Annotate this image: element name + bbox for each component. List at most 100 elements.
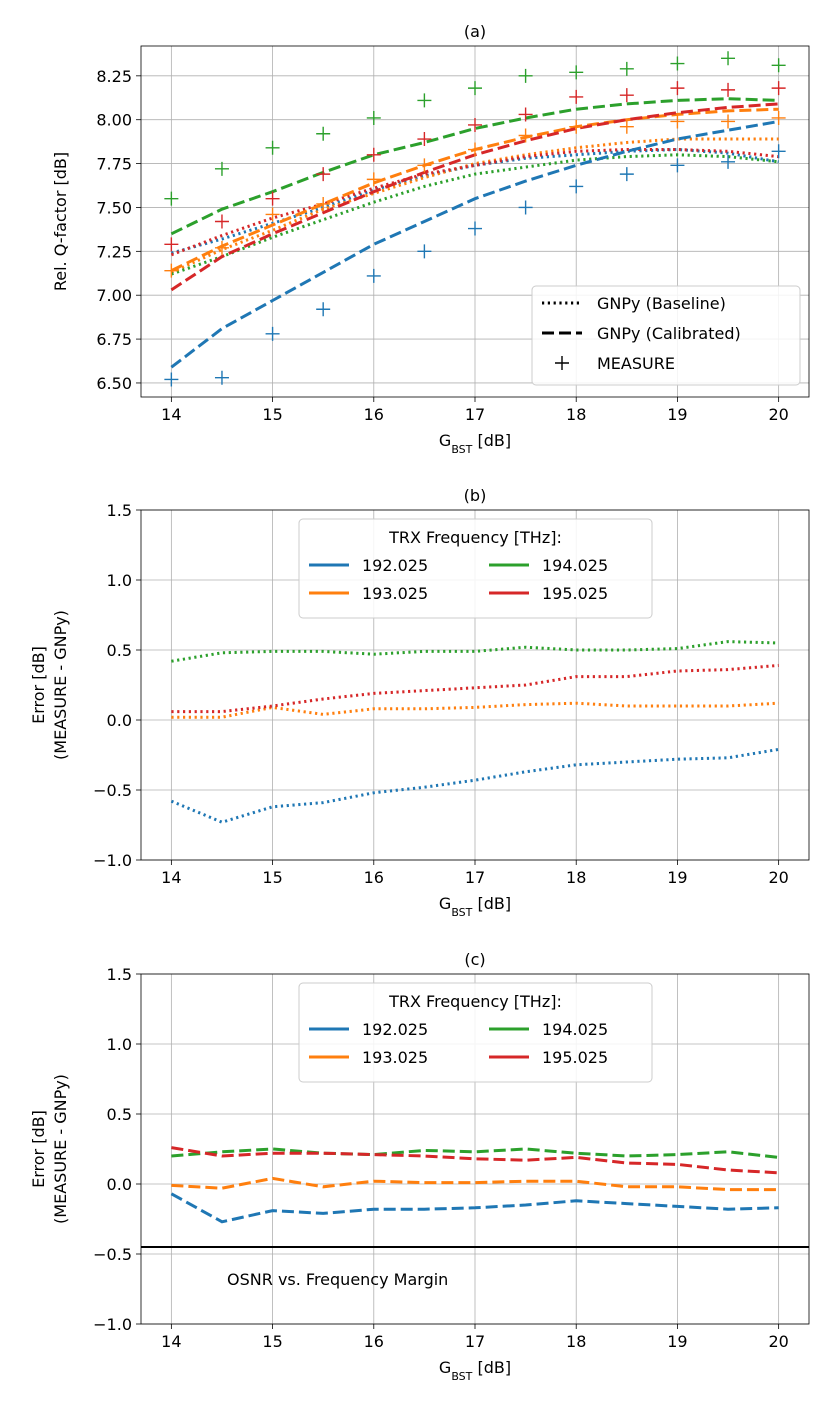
plot-frame — [140, 509, 810, 861]
measure-marker-193.025 — [417, 158, 432, 173]
measure-marker-195.025 — [366, 147, 381, 162]
measure-marker-194.025 — [265, 140, 280, 155]
x-axis-label: GBST [dB] — [439, 1358, 511, 1383]
legend-label-measure: MEASURE — [597, 354, 675, 373]
baseline-line-192.025 — [170, 147, 779, 255]
measure-marker-194.025 — [316, 126, 331, 141]
y-tick-label: −0.5 — [93, 781, 132, 800]
measure-marker-194.025 — [417, 93, 432, 108]
panel-c: 14 15 16 17 18 19 20 −1.0 −0.5 0.0 0.5 1.0 1.5 (c) GBS… — [29, 950, 810, 1383]
x-tick-label: 17 — [465, 1332, 485, 1351]
measure-marker-195.025 — [518, 107, 533, 122]
measure-marker-192.025 — [670, 158, 685, 173]
measure-marker-195.025 — [265, 191, 280, 206]
margin-label: OSNR vs. Frequency Margin — [227, 1270, 448, 1289]
x-tick-label: 18 — [566, 1332, 586, 1351]
measure-marker-194.025 — [214, 161, 229, 176]
x-tick-label: 16 — [364, 868, 384, 887]
measure-marker-193.025 — [771, 110, 786, 125]
x-axis-label-subscript: BST — [451, 443, 472, 456]
panel-b: 14 15 16 17 18 19 20 −1.0 −0.5 0.0 0.5 1.0 1.5 (b) GBS… — [29, 486, 810, 919]
y-tick-label: 0.0 — [107, 711, 132, 730]
y-tick-label: 1.0 — [107, 1035, 132, 1054]
legend: TRX Frequency [THz]: 192.025 193.025 194.02… — [298, 982, 653, 1083]
measure-marker-192.025 — [771, 144, 786, 159]
y-tick-label: 7.50 — [96, 198, 132, 217]
y-tick-label: −1.0 — [93, 851, 132, 870]
x-tick-label: 18 — [566, 868, 586, 887]
x-axis-label-unit: [dB] — [472, 894, 511, 913]
legend-title: TRX Frequency [THz]: — [388, 528, 562, 547]
measure-marker-194.025 — [468, 81, 482, 96]
x-axis-label: GBST [dB] — [439, 894, 511, 919]
measure-marker-194.025 — [670, 56, 685, 71]
x-tick-label: 20 — [768, 868, 788, 887]
measure-marker-193.025 — [316, 196, 331, 211]
x-axis-label-main: G — [439, 431, 451, 450]
x-tick-label: 15 — [262, 868, 282, 887]
x-tick-label: 20 — [768, 405, 788, 424]
calibrated-line-193.025 — [171, 1176, 779, 1192]
measure-marker-193.025 — [619, 119, 634, 134]
measure-marker-195.025 — [468, 117, 482, 132]
legend-label-195.025: 195.025 — [542, 584, 608, 603]
measure-marker-192.025 — [214, 370, 229, 385]
x-tick-label: 20 — [768, 1332, 788, 1351]
x-tick-label: 15 — [262, 1332, 282, 1351]
legend-label-calibrated: GNPy (Calibrated) — [597, 324, 741, 343]
calibrated-line-192.025 — [170, 120, 779, 369]
y-tick-label: −0.5 — [93, 1245, 132, 1264]
measure-marker-193.025 — [518, 128, 533, 143]
chart-title: (a) — [464, 22, 486, 41]
legend-box — [531, 285, 801, 386]
measure-marker-194.025 — [164, 191, 179, 206]
measure-marker-193.025 — [721, 114, 736, 129]
measure-marker-195.025 — [417, 132, 432, 147]
y-axis-label-line2: (MEASURE - GNPy) — [51, 1074, 70, 1224]
measure-marker-193.025 — [164, 263, 179, 278]
calibrated-line-192.025 — [170, 1192, 779, 1224]
x-tick-label: 14 — [161, 405, 181, 424]
measure-marker-194.025 — [366, 110, 381, 125]
measure-marker-194.025 — [569, 65, 584, 80]
y-tick-label: 0.5 — [107, 1105, 132, 1124]
x-tick-label: 14 — [161, 868, 181, 887]
legend-label-192.025: 192.025 — [362, 1020, 428, 1039]
legend-label-195.025: 195.025 — [542, 1048, 608, 1067]
y-tick-label: 0.5 — [107, 641, 132, 660]
measure-marker-195.025 — [619, 88, 634, 103]
x-axis-label-subscript: BST — [451, 906, 472, 919]
legend-label-baseline: GNPy (Baseline) — [597, 294, 726, 313]
legend-label-193.025: 193.025 — [362, 1048, 428, 1067]
measure-marker-192.025 — [518, 200, 533, 215]
y-tick-label: 1.0 — [107, 571, 132, 590]
measure-marker-195.025 — [164, 237, 179, 252]
measure-marker-193.025 — [214, 240, 229, 255]
legend-label-194.025: 194.025 — [542, 556, 608, 575]
y-axis-label: Error [dB] — [29, 646, 48, 724]
y-tick-label: 1.5 — [107, 965, 132, 984]
y-axis-label: Rel. Q-factor [dB] — [51, 152, 70, 291]
measure-marker-195.025 — [721, 82, 736, 97]
measure-marker-194.025 — [721, 51, 736, 66]
legend: GNPy (Baseline) GNPy (Calibrated) MEASURE — [531, 285, 801, 386]
chart-title: (c) — [464, 950, 485, 969]
legend-box — [298, 518, 653, 619]
x-axis-label: GBST [dB] — [439, 431, 511, 456]
x-tick-label: 17 — [465, 405, 485, 424]
x-tick-label: 18 — [566, 405, 586, 424]
measure-marker-192.025 — [569, 179, 584, 194]
legend: TRX Frequency [THz]: 192.025 193.025 194.02… — [298, 518, 653, 619]
x-axis-label-main: G — [439, 1358, 451, 1377]
measure-marker-193.025 — [366, 172, 381, 187]
measure-marker-192.025 — [619, 167, 634, 182]
legend-swatch-measure — [555, 356, 569, 370]
x-tick-label: 17 — [465, 868, 485, 887]
measure-marker-192.025 — [164, 372, 179, 387]
measure-marker-194.025 — [518, 68, 533, 83]
measure-marker-192.025 — [265, 326, 280, 341]
measure-marker-192.025 — [417, 244, 432, 259]
x-tick-label: 14 — [161, 1332, 181, 1351]
x-axis-label-subscript: BST — [451, 1370, 472, 1383]
y-axis-label-line2: (MEASURE - GNPy) — [51, 610, 70, 760]
